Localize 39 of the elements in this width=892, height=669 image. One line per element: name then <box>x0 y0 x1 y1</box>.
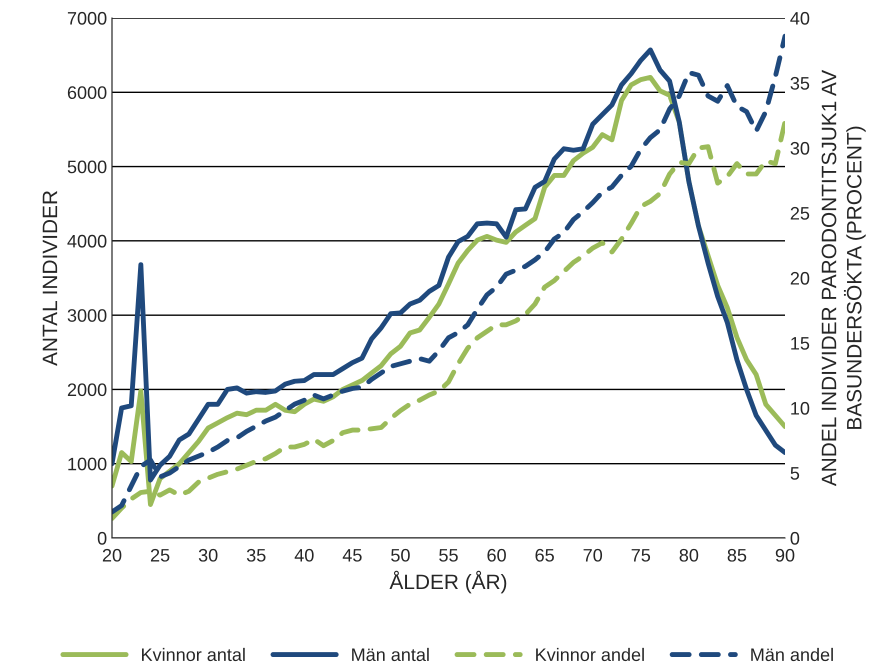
x-tick-label: 45 <box>342 549 362 562</box>
y-tick-label: 1000 <box>68 458 106 470</box>
y-axis-title: ANTAL INDIVIDER <box>42 190 58 366</box>
x-tick-label: 75 <box>632 549 650 562</box>
y2-tick-label: 20 <box>790 272 810 285</box>
y-tick-label: 2000 <box>68 383 106 396</box>
legend-label: Kvinnor andel <box>536 648 644 662</box>
x-axis-title: ÅLDER (ÅR) <box>390 570 506 594</box>
x-tick-label: 90 <box>776 548 794 562</box>
y2-tick-label: 10 <box>791 402 810 415</box>
legend-label: Män antal <box>352 648 429 662</box>
y-tick-label: 0 <box>98 532 106 545</box>
x-tick-label: 60 <box>487 548 506 562</box>
y2-tick-label: 5 <box>790 467 800 480</box>
x-tick-label: 40 <box>294 548 314 562</box>
x-tick-label: 85 <box>728 548 746 562</box>
x-tick-label: 70 <box>584 548 602 562</box>
x-tick-label: 25 <box>150 548 170 562</box>
x-tick-label: 20 <box>102 548 122 562</box>
x-tick-label: 50 <box>391 548 410 562</box>
x-tick-label: 35 <box>246 548 266 562</box>
y2-tick-label: 25 <box>790 206 810 220</box>
y-tick-label: 6000 <box>68 86 106 100</box>
y2-tick-label: 0 <box>790 532 800 545</box>
y2-tick-label: 40 <box>790 12 810 25</box>
x-tick-label: 30 <box>198 548 218 562</box>
x-tick-label: 65 <box>536 548 554 562</box>
y2-axis-title: ANDEL INDIVIDER PARODONTITSJUK1 AV BASUNDERSÖKTA (PROCENT) <box>822 70 866 486</box>
y-tick-label: 5000 <box>68 160 106 174</box>
x-tick-label: 55 <box>439 549 458 562</box>
legend-label: Kvinnor antal <box>142 648 245 662</box>
y2-tick-label: 30 <box>790 142 810 155</box>
y-tick-label: 3000 <box>68 309 106 322</box>
x-tick-label: 80 <box>680 548 698 562</box>
y2-tick-label: 15 <box>791 337 810 350</box>
y-tick-label: 7000 <box>68 12 106 25</box>
legend-label: Män andel <box>751 648 833 662</box>
y2-tick-label: 35 <box>790 76 810 90</box>
y-tick-label: 4000 <box>67 234 106 248</box>
